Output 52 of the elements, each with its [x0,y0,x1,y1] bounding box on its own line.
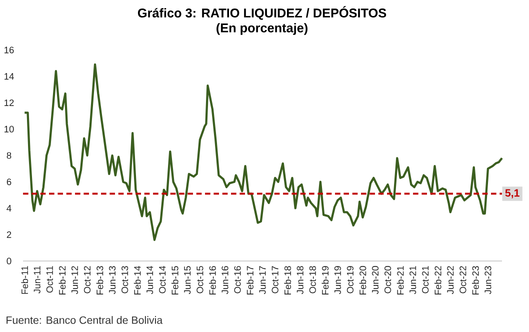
x-tick-label: Oct-22 [460,266,466,294]
x-tick-label: Oct-15 [196,266,204,294]
x-tick-label: Oct-18 [309,266,316,294]
x-tick-label: Oct-20 [384,266,392,294]
x-tick-label: Jun-14 [146,266,154,294]
x-tick-label: Oct-21 [422,266,429,294]
x-tick-label: Oct-13 [122,266,128,294]
x-tick-label: Jun-15 [184,266,191,294]
y-tick-label: 12 [4,99,14,106]
x-tick-label: Feb-12 [58,266,66,294]
x-tick-label: Feb-19 [322,266,329,294]
x-tick-label: Feb-23 [472,266,479,294]
line-series [24,63,504,241]
x-tick-label: Jun-23 [484,266,492,294]
x-tick-label: Oct-11 [46,266,53,293]
x-tick-label: Oct-16 [234,266,241,294]
y-tick-label: 4 [6,205,12,212]
x-tick-label: Feb-17 [246,266,254,294]
x-tick-label: Feb-14 [134,266,141,294]
source-note: Fuente: Banco Central de Bolivia [6,316,163,324]
x-tick-label: Feb-18 [284,266,292,294]
x-tick-label: Oct-17 [272,266,278,294]
x-tick-label: Jun-16 [222,266,228,294]
x-tick-label: Feb-20 [359,266,366,294]
y-tick-label: 8 [6,152,12,159]
x-tick-label: Jun-21 [410,266,416,294]
y-tick-label: 0 [6,258,12,264]
y-tick-label: 10 [4,126,14,132]
x-tick-label: Jun-11 [34,266,40,294]
x-tick-label: Feb-13 [96,266,104,294]
x-tick-label: Oct-14 [159,266,166,294]
y-tick-label: 14 [4,73,14,80]
x-tick-label: Jun-19 [334,266,341,294]
x-tick-label: Jun-13 [108,266,116,294]
chart-title: Gráfico 3: RATIO LIQUIDEZ / DEPÓSITOS [138,6,386,20]
x-tick-label: Jun-22 [447,266,454,294]
x-tick-label: Jun-12 [71,266,78,294]
x-tick-label: Oct-19 [346,266,354,294]
ref-line-label: 5,1 [505,189,520,198]
x-tick-label: Jun-20 [372,266,379,294]
x-tick-label: Jun-17 [259,266,266,294]
x-tick-label: Feb-21 [396,266,404,294]
x-tick-label: Feb-16 [209,266,216,294]
x-tick-label: Jun-18 [296,266,304,294]
x-tick-label: Feb-11 [21,266,28,294]
y-tick-label: 16 [4,46,14,54]
y-tick-label: 6 [6,178,12,186]
x-tick-label: Oct-12 [84,266,91,294]
chart-subtitle: (En porcentaje) [216,23,308,35]
x-tick-label: Feb-22 [434,266,442,294]
y-tick-label: 2 [6,231,12,238]
x-tick-label: Feb-15 [171,266,178,294]
